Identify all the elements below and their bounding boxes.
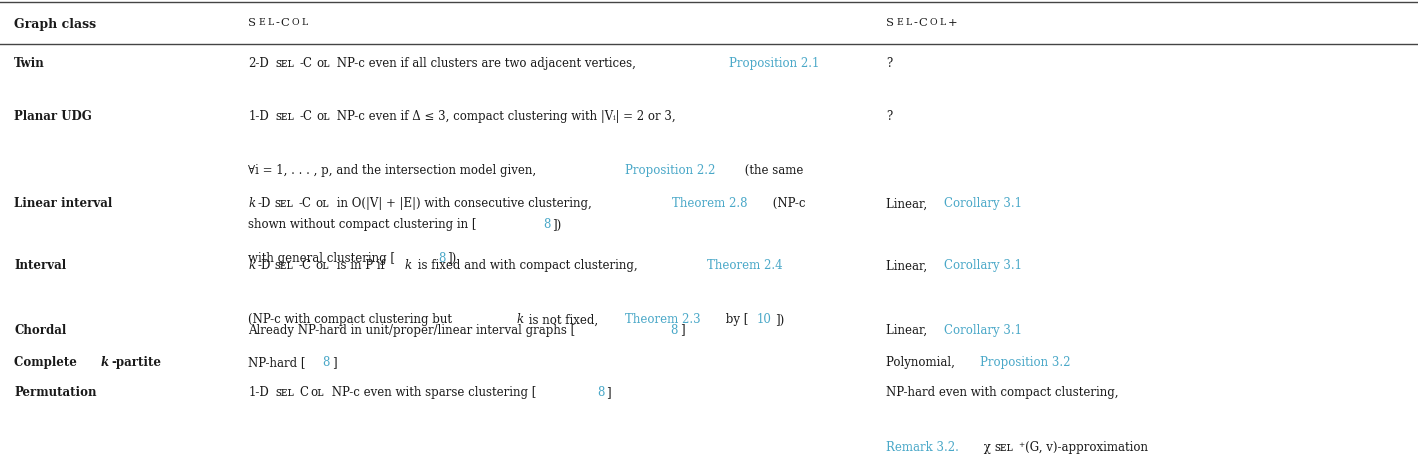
- Text: Proposition 2.1: Proposition 2.1: [729, 57, 820, 70]
- Text: Proposition 3.2: Proposition 3.2: [980, 356, 1071, 369]
- Text: -partite: -partite: [111, 356, 162, 369]
- Text: ]): ]): [776, 313, 784, 326]
- Text: Linear interval: Linear interval: [14, 197, 112, 210]
- Text: 8: 8: [438, 252, 445, 264]
- Text: ]: ]: [607, 386, 611, 399]
- Text: Linear,: Linear,: [886, 324, 932, 336]
- Text: shown without compact clustering in [: shown without compact clustering in [: [248, 218, 476, 231]
- Text: Theorem 2.4: Theorem 2.4: [708, 259, 783, 272]
- Text: ?: ?: [886, 57, 892, 70]
- Text: Twin: Twin: [14, 57, 45, 70]
- Text: 8: 8: [671, 324, 678, 336]
- Text: Chordal: Chordal: [14, 324, 67, 336]
- Text: E: E: [258, 18, 265, 28]
- Text: 1-D: 1-D: [248, 110, 269, 123]
- Text: ᴏʟ: ᴏʟ: [316, 57, 329, 70]
- Text: ꜱᴇʟ: ꜱᴇʟ: [275, 259, 294, 272]
- Text: k: k: [516, 313, 523, 326]
- Text: Theorem 2.8: Theorem 2.8: [672, 197, 747, 210]
- Text: ]): ]): [447, 252, 457, 264]
- Text: k: k: [101, 356, 109, 369]
- Text: O: O: [292, 18, 299, 28]
- Text: NP-c even with sparse clustering [: NP-c even with sparse clustering [: [328, 386, 536, 399]
- Text: ]: ]: [332, 356, 336, 369]
- Text: NP-hard [: NP-hard [: [248, 356, 306, 369]
- Text: 10: 10: [756, 313, 771, 326]
- Text: 8: 8: [597, 386, 604, 399]
- Text: NP-c even if all clusters are two adjacent vertices,: NP-c even if all clusters are two adjace…: [333, 57, 640, 70]
- Text: ᴏʟ: ᴏʟ: [316, 259, 329, 272]
- Text: is fixed and with compact clustering,: is fixed and with compact clustering,: [414, 259, 641, 272]
- Text: L: L: [940, 18, 946, 28]
- Text: -C: -C: [299, 110, 312, 123]
- Text: Complete: Complete: [14, 356, 81, 369]
- Text: k: k: [248, 197, 255, 210]
- Text: Graph class: Graph class: [14, 18, 96, 31]
- Text: S: S: [248, 18, 257, 28]
- Text: ꜱᴇʟ: ꜱᴇʟ: [275, 57, 294, 70]
- Text: Polynomial,: Polynomial,: [886, 356, 959, 369]
- Text: -C: -C: [299, 259, 312, 272]
- Text: -: -: [275, 18, 279, 28]
- Text: Theorem 2.3: Theorem 2.3: [624, 313, 700, 326]
- Text: 8: 8: [322, 356, 330, 369]
- Text: C: C: [919, 18, 927, 28]
- Text: (the same: (the same: [742, 164, 804, 177]
- Text: S: S: [886, 18, 895, 28]
- Text: χ: χ: [980, 441, 991, 453]
- Text: 1-D: 1-D: [248, 386, 269, 399]
- Text: Linear,: Linear,: [886, 259, 932, 272]
- Text: C: C: [281, 18, 289, 28]
- Text: L: L: [906, 18, 912, 28]
- Text: by [: by [: [722, 313, 749, 326]
- Text: +: +: [947, 18, 957, 28]
- Text: Permutation: Permutation: [14, 386, 96, 399]
- Text: is not fixed,: is not fixed,: [526, 313, 603, 326]
- Text: 8: 8: [543, 218, 550, 231]
- Text: (NP-c with compact clustering but: (NP-c with compact clustering but: [248, 313, 457, 326]
- Text: in O(|V| + |E|) with consecutive clustering,: in O(|V| + |E|) with consecutive cluster…: [333, 197, 596, 210]
- Text: ?: ?: [886, 110, 892, 123]
- Text: ᴏʟ: ᴏʟ: [311, 386, 325, 399]
- Text: L: L: [302, 18, 308, 28]
- Text: k: k: [248, 259, 255, 272]
- Text: (NP-c: (NP-c: [769, 197, 805, 210]
- Text: Linear,: Linear,: [886, 197, 932, 210]
- Text: NP-c even if Δ ≤ 3, compact clustering with |Vᵢ| = 2 or 3,: NP-c even if Δ ≤ 3, compact clustering w…: [333, 110, 676, 123]
- Text: Corollary 3.1: Corollary 3.1: [944, 197, 1022, 210]
- Text: Interval: Interval: [14, 259, 67, 272]
- Text: with general clustering [: with general clustering [: [248, 252, 396, 264]
- Text: L: L: [268, 18, 274, 28]
- Text: -C: -C: [299, 57, 312, 70]
- Text: -: -: [913, 18, 917, 28]
- Text: -D: -D: [257, 197, 271, 210]
- Text: Corollary 3.1: Corollary 3.1: [944, 324, 1022, 336]
- Text: -D: -D: [257, 259, 271, 272]
- Text: ∀i = 1, . . . , p, and the intersection model given,: ∀i = 1, . . . , p, and the intersection …: [248, 164, 540, 177]
- Text: ꜱᴇʟ: ꜱᴇʟ: [275, 110, 294, 123]
- Text: ᴏʟ: ᴏʟ: [316, 110, 329, 123]
- Text: 2-D: 2-D: [248, 57, 269, 70]
- Text: E: E: [896, 18, 903, 28]
- Text: C: C: [299, 386, 308, 399]
- Text: -C: -C: [299, 197, 312, 210]
- Text: ꜱᴇʟ: ꜱᴇʟ: [994, 441, 1012, 453]
- Text: ]): ]): [553, 218, 562, 231]
- Text: ᴏʟ: ᴏʟ: [316, 197, 329, 210]
- Text: Proposition 2.2: Proposition 2.2: [625, 164, 715, 177]
- Text: Already NP-hard in unit/proper/linear interval graphs [: Already NP-hard in unit/proper/linear in…: [248, 324, 576, 336]
- Text: ]: ]: [679, 324, 685, 336]
- Text: NP-hard even with compact clustering,: NP-hard even with compact clustering,: [886, 386, 1119, 399]
- Text: ꜱᴇʟ: ꜱᴇʟ: [275, 386, 294, 399]
- Text: Planar UDG: Planar UDG: [14, 110, 92, 123]
- Text: ꜱᴇʟ: ꜱᴇʟ: [275, 197, 294, 210]
- Text: Remark 3.2.: Remark 3.2.: [886, 441, 959, 453]
- Text: O: O: [930, 18, 937, 28]
- Text: ⁺(G, ᴠ)-approximation: ⁺(G, ᴠ)-approximation: [1018, 441, 1147, 453]
- Text: is in P if: is in P if: [333, 259, 389, 272]
- Text: k: k: [404, 259, 411, 272]
- Text: Corollary 3.1: Corollary 3.1: [944, 259, 1022, 272]
